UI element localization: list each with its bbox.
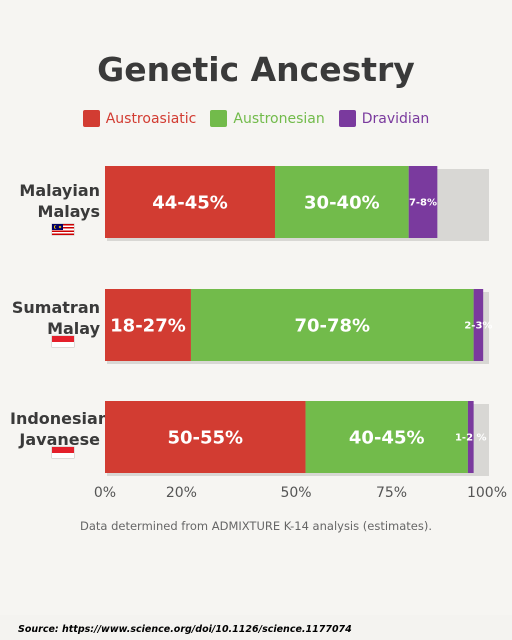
row-label-line: Indonesian: [10, 409, 110, 428]
legend-item-austronesian: Austronesian: [210, 110, 325, 127]
row-label-line: Malay: [47, 319, 100, 338]
footnote: Data determined from ADMIXTURE K-14 anal…: [79, 519, 432, 533]
legend-item-austroasiatic: Austroasiatic: [82, 110, 197, 127]
bar-malayian-malays-austroasiatic: [105, 166, 275, 238]
legend-swatch-austroasiatic: [82, 110, 100, 127]
legend-label-dravidian: Dravidian: [361, 110, 430, 127]
stacked-bar-chart: 44-45% 30-40% 7-8% 18-27% 70-78% 2-3% 50-55% 40…: [94, 166, 507, 501]
source-citation: Source: https://www.science.org/doi/10.1…: [18, 624, 352, 635]
legend-swatch-austronesian: [210, 110, 228, 127]
chart-title: Genetic Ancestry: [97, 50, 415, 89]
legend-swatch-dravidian: [338, 110, 356, 127]
malaysia-flag-icon: [52, 224, 74, 235]
x-tick-label: 75%: [376, 485, 407, 501]
legend: Austroasiatic Austronesian Dravidian: [0, 110, 512, 127]
row-label-sumatran-malay: Sumatran Malay: [10, 297, 100, 339]
bar-sumatran-malay-austroasiatic: [105, 289, 191, 361]
x-tick-label: 50%: [280, 485, 311, 501]
legend-item-dravidian: Dravidian: [338, 110, 430, 127]
bar-indonesian-javanese-dravidian: [467, 401, 474, 473]
x-tick-label: 0%: [94, 485, 116, 501]
data-label-malayian-malays-austroasiatic: 44-45%: [152, 192, 228, 213]
data-label-sumatran-malay-dravidian: 2-3%: [464, 321, 492, 332]
bar-malayian-malays-dravidian: [408, 166, 438, 238]
indonesia-flag-icon: [52, 447, 74, 458]
data-label-malayian-malays-dravidian: 7-8%: [409, 198, 437, 209]
row-label-line: Malayian: [19, 181, 100, 200]
x-tick-label: 100%: [467, 485, 507, 501]
bar-malayian-malays-austronesian: [274, 166, 409, 238]
data-label-malayian-malays-austronesian: 30-40%: [304, 192, 380, 213]
bar-indonesian-javanese-austroasiatic: [105, 401, 306, 473]
row-label-line: Javanese: [19, 430, 100, 449]
bar-sumatran-malay-austronesian: [190, 289, 474, 361]
legend-label-austroasiatic: Austroasiatic: [105, 110, 197, 127]
data-label-sumatran-malay-austronesian: 70-78%: [294, 315, 370, 336]
legend-label-austronesian: Austronesian: [233, 110, 325, 127]
x-tick-label: 20%: [166, 485, 197, 501]
row-label-indonesian-javanese: Indonesian Javanese: [10, 408, 110, 450]
bar-indonesian-javanese-austronesian: [305, 401, 468, 473]
row-label-line: Sumatran: [11, 298, 100, 317]
data-label-indonesian-javanese-dravidian: 1-2 %: [455, 433, 487, 444]
indonesia-flag-icon: [52, 336, 74, 347]
data-label-sumatran-malay-austroasiatic: 18-27%: [110, 315, 186, 336]
data-label-indonesian-javanese-austroasiatic: 50-55%: [167, 427, 243, 448]
bar-sumatran-malay-dravidian: [473, 289, 484, 361]
data-label-indonesian-javanese-austronesian: 40-45%: [349, 427, 425, 448]
row-label-line: Malays: [37, 202, 100, 221]
row-label-malayian-malays: Malayian Malays: [10, 180, 100, 222]
